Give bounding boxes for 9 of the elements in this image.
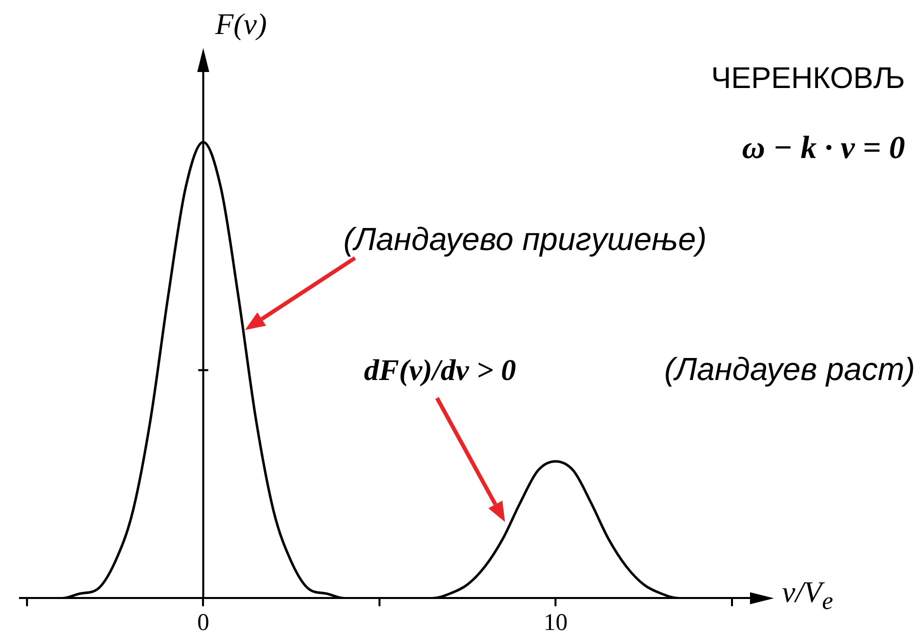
text: ЧЕРЕНКОВЉ bbox=[711, 62, 905, 95]
annotation: (Ландауев раст) bbox=[664, 351, 915, 387]
x-tick-label: 0 bbox=[197, 610, 210, 636]
x-tick-label: 10 bbox=[544, 610, 568, 636]
x-axis-title: v/V$_{e}$ bbox=[782, 576, 834, 616]
annotation: (Ландауево пригушење) bbox=[343, 221, 707, 257]
y-axis-title: F(v) bbox=[215, 8, 267, 42]
annotation: dF(v)/dv > 0 bbox=[364, 354, 516, 387]
annotation: ω − k · v = 0 bbox=[742, 129, 905, 165]
